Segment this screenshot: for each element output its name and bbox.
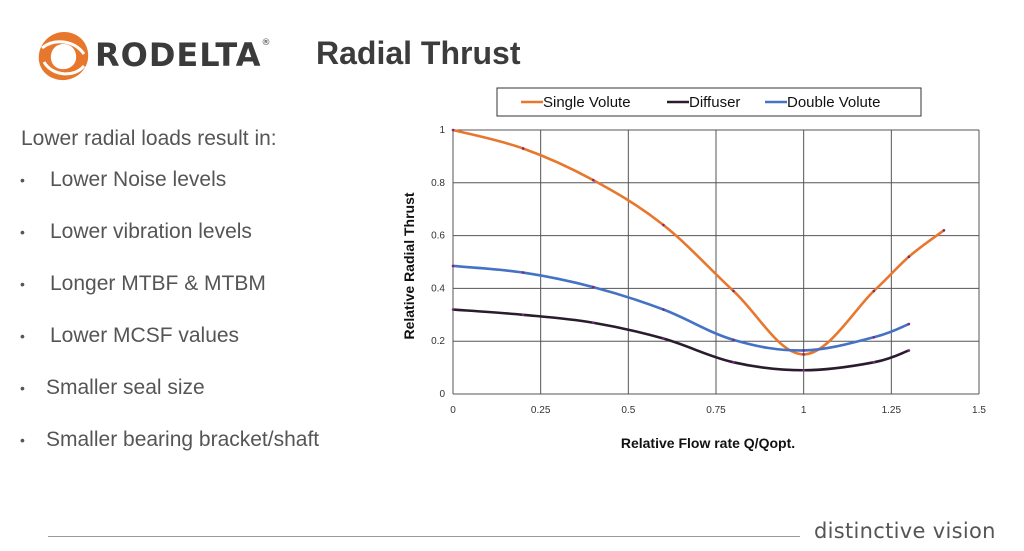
- y-axis-label: Relative Radial Thrust: [401, 192, 417, 339]
- data-point: [732, 338, 735, 342]
- data-point: [521, 313, 525, 317]
- data-point: [802, 353, 805, 356]
- data-point: [591, 178, 595, 182]
- x-tick-label: 1.25: [882, 405, 902, 416]
- data-point: [872, 335, 876, 339]
- x-tick-label: 1: [801, 405, 807, 416]
- rodelta-logo-mark: [38, 32, 89, 81]
- series-line-double-volute: [452, 264, 910, 352]
- x-tick-label: 0.25: [531, 405, 551, 416]
- x-axis-label: Relative Flow rate Q/Qopt.: [621, 435, 795, 451]
- chart-canvas: 0 0.25 0.5 0.75 1 1.25 1.5 0 0.2 0.4 0.6 0.8 1 Relati…: [401, 87, 986, 451]
- bullet-dot-icon: •: [20, 380, 25, 396]
- data-point: [907, 322, 911, 326]
- footer-tagline: distinctive vision: [814, 519, 996, 543]
- brand-name: RODELTA®: [95, 36, 272, 74]
- bullet-item: • Longer MTBF & MTBM: [20, 272, 266, 295]
- data-point: [451, 308, 455, 311]
- bullet-dot-icon: •: [20, 224, 25, 240]
- bullet-dot-icon: •: [20, 172, 25, 188]
- data-point: [907, 349, 911, 352]
- y-tick-label: 0.2: [431, 336, 445, 347]
- series-line-single-volute: [452, 128, 945, 356]
- data-point: [802, 349, 805, 352]
- bullet-dot-icon: •: [20, 276, 25, 292]
- bullet-item: • Lower vibration levels: [20, 220, 252, 243]
- data-point: [591, 285, 595, 289]
- series-line-diffuser: [452, 308, 910, 372]
- data-point: [451, 264, 455, 268]
- data-point: [521, 147, 525, 150]
- radial-thrust-chart: 0 0.25 0.5 0.75 1 1.25 1.5 0 0.2 0.4 0.6 0.8 1 Relati…: [395, 86, 1005, 470]
- legend-label: Double Volute: [787, 94, 880, 111]
- rodelta-logo: [34, 28, 274, 84]
- legend-label: Diffuser: [689, 94, 740, 111]
- bullet-dot-icon: •: [20, 328, 25, 344]
- y-tick-label: 0.4: [431, 283, 445, 294]
- x-tick-label: 0.5: [621, 405, 635, 416]
- footer-divider: [48, 536, 800, 537]
- data-point: [662, 308, 665, 311]
- x-tick-label: 1.5: [972, 405, 986, 416]
- data-point: [591, 321, 595, 325]
- bullet-item: • Lower Noise levels: [20, 168, 227, 191]
- legend-label: Single Volute: [543, 94, 631, 111]
- data-point: [942, 229, 946, 232]
- x-tick-label: 0.75: [706, 405, 726, 416]
- y-tick-label: 1: [439, 125, 445, 136]
- bullet-item: • Smaller seal size: [20, 376, 205, 399]
- y-tick-label: 0: [439, 389, 445, 400]
- data-point: [907, 255, 911, 259]
- bullet-list: • Lower Noise levels • Lower vibration lev…: [20, 168, 319, 480]
- bullet-item: • Lower MCSF values: [20, 324, 240, 347]
- data-point: [872, 361, 876, 364]
- data-point: [732, 289, 735, 293]
- bullet-item: • Smaller bearing bracket/shaft: [20, 428, 320, 451]
- data-point: [662, 223, 665, 227]
- data-point: [732, 361, 735, 364]
- data-point: [451, 128, 455, 132]
- bullet-dot-icon: •: [20, 432, 25, 448]
- slide-title: Radial Thrust: [316, 35, 521, 71]
- chart-legend: [496, 87, 922, 117]
- data-point: [662, 337, 665, 340]
- y-tick-label: 0.8: [431, 178, 445, 189]
- data-point: [802, 368, 805, 372]
- data-point: [521, 271, 525, 274]
- x-tick-label: 0: [450, 405, 456, 416]
- y-tick-label: 0.6: [431, 231, 445, 242]
- data-point: [872, 289, 876, 293]
- intro-text: Lower radial loads result in:: [21, 127, 277, 150]
